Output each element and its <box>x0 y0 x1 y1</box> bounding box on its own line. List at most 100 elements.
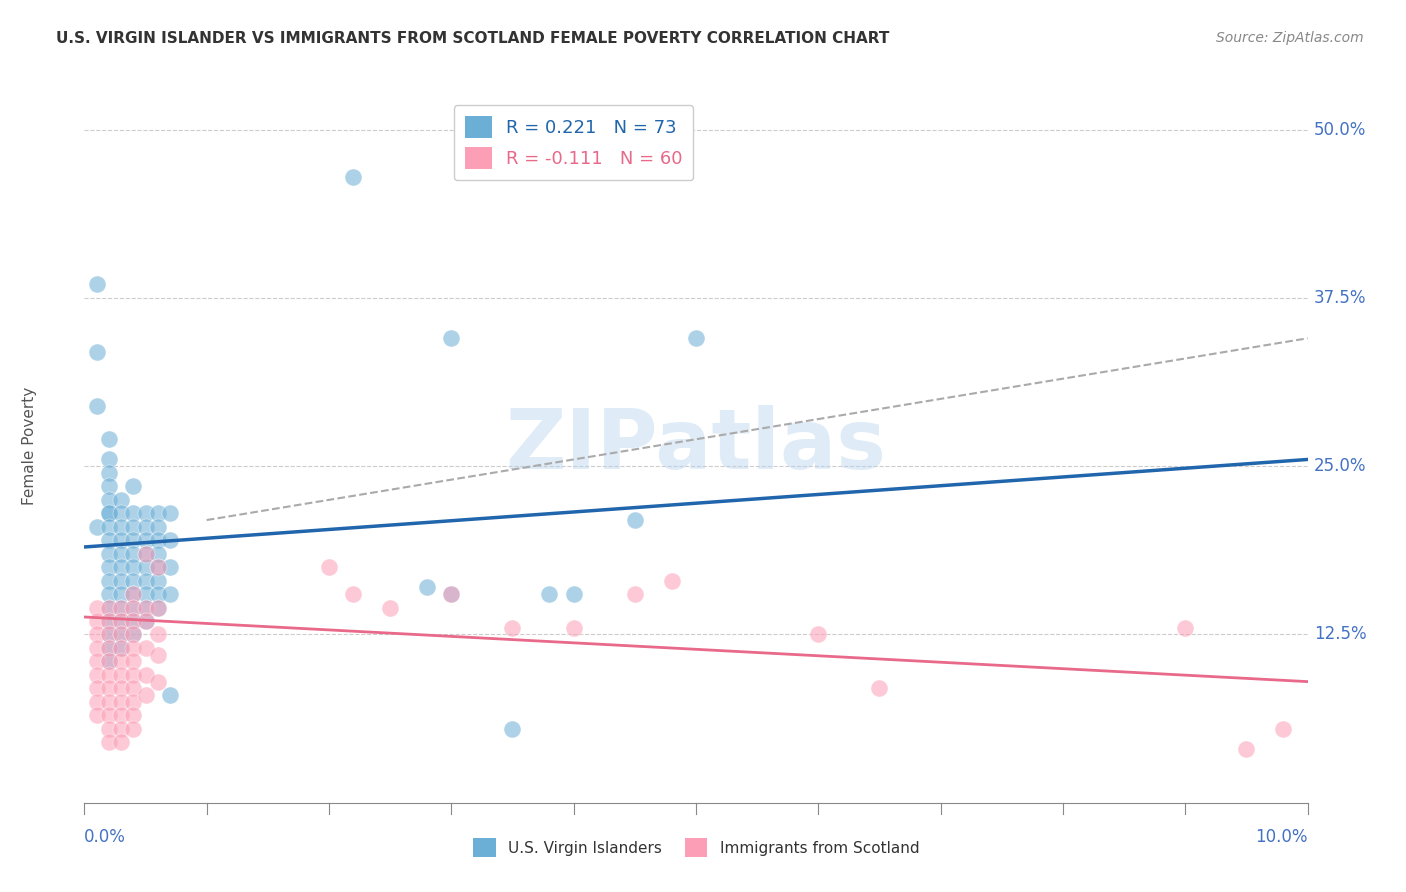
Point <box>97 574 120 588</box>
Point <box>110 640 132 655</box>
Point <box>869 681 891 696</box>
Point <box>97 560 120 574</box>
Point <box>122 655 145 669</box>
Point <box>97 587 120 601</box>
Text: ZIPatlas: ZIPatlas <box>506 406 886 486</box>
Point <box>502 722 524 736</box>
Point <box>110 735 132 749</box>
Point <box>86 681 108 696</box>
Point <box>97 655 120 669</box>
Point <box>135 574 157 588</box>
Point <box>318 560 340 574</box>
Point <box>562 621 585 635</box>
Point <box>135 668 157 682</box>
Point <box>122 560 145 574</box>
Point <box>97 627 120 641</box>
Text: 12.5%: 12.5% <box>1313 625 1367 643</box>
Point <box>97 627 120 641</box>
Point <box>146 560 169 574</box>
Point <box>122 533 145 548</box>
Point <box>122 547 145 561</box>
Point <box>110 655 132 669</box>
Point <box>86 277 108 292</box>
Point <box>146 560 169 574</box>
Point <box>159 560 181 574</box>
Point <box>122 668 145 682</box>
Point <box>86 695 108 709</box>
Point <box>440 331 463 345</box>
Point <box>146 674 169 689</box>
Point <box>97 520 120 534</box>
Point <box>110 600 132 615</box>
Point <box>538 587 561 601</box>
Point <box>110 574 132 588</box>
Point <box>135 506 157 520</box>
Point <box>110 600 132 615</box>
Point <box>97 506 120 520</box>
Point <box>342 587 364 601</box>
Point <box>97 452 120 467</box>
Point <box>146 506 169 520</box>
Point <box>110 506 132 520</box>
Point <box>110 560 132 574</box>
Point <box>135 547 157 561</box>
Point <box>135 520 157 534</box>
Point <box>624 587 647 601</box>
Point <box>97 640 120 655</box>
Point <box>110 695 132 709</box>
Point <box>122 520 145 534</box>
Point <box>97 681 120 696</box>
Point <box>146 627 169 641</box>
Point <box>122 587 145 601</box>
Point <box>122 640 145 655</box>
Point <box>380 600 402 615</box>
Point <box>86 600 108 615</box>
Point <box>97 466 120 480</box>
Point <box>1272 722 1295 736</box>
Point <box>416 580 439 594</box>
Point <box>146 574 169 588</box>
Point <box>86 399 108 413</box>
Point <box>159 587 181 601</box>
Point <box>135 547 157 561</box>
Point <box>110 492 132 507</box>
Point <box>159 506 181 520</box>
Point <box>86 520 108 534</box>
Point <box>122 708 145 723</box>
Point <box>86 344 108 359</box>
Point <box>110 681 132 696</box>
Point <box>146 547 169 561</box>
Point <box>97 600 120 615</box>
Point <box>86 668 108 682</box>
Text: 37.5%: 37.5% <box>1313 289 1367 307</box>
Point <box>86 708 108 723</box>
Point <box>159 533 181 548</box>
Point <box>135 560 157 574</box>
Text: 0.0%: 0.0% <box>84 828 127 846</box>
Point <box>146 600 169 615</box>
Point <box>110 614 132 628</box>
Point <box>110 708 132 723</box>
Point <box>135 640 157 655</box>
Point <box>110 640 132 655</box>
Text: 25.0%: 25.0% <box>1313 458 1367 475</box>
Point <box>685 331 707 345</box>
Point <box>97 668 120 682</box>
Text: 10.0%: 10.0% <box>1256 828 1308 846</box>
Point <box>122 614 145 628</box>
Point <box>97 655 120 669</box>
Point <box>110 533 132 548</box>
Point <box>97 695 120 709</box>
Point <box>135 533 157 548</box>
Point <box>135 587 157 601</box>
Point <box>97 492 120 507</box>
Point <box>122 587 145 601</box>
Point <box>86 640 108 655</box>
Point <box>159 688 181 702</box>
Point <box>97 547 120 561</box>
Point <box>97 432 120 446</box>
Point <box>1234 742 1257 756</box>
Point <box>440 587 463 601</box>
Point <box>122 479 145 493</box>
Point <box>110 722 132 736</box>
